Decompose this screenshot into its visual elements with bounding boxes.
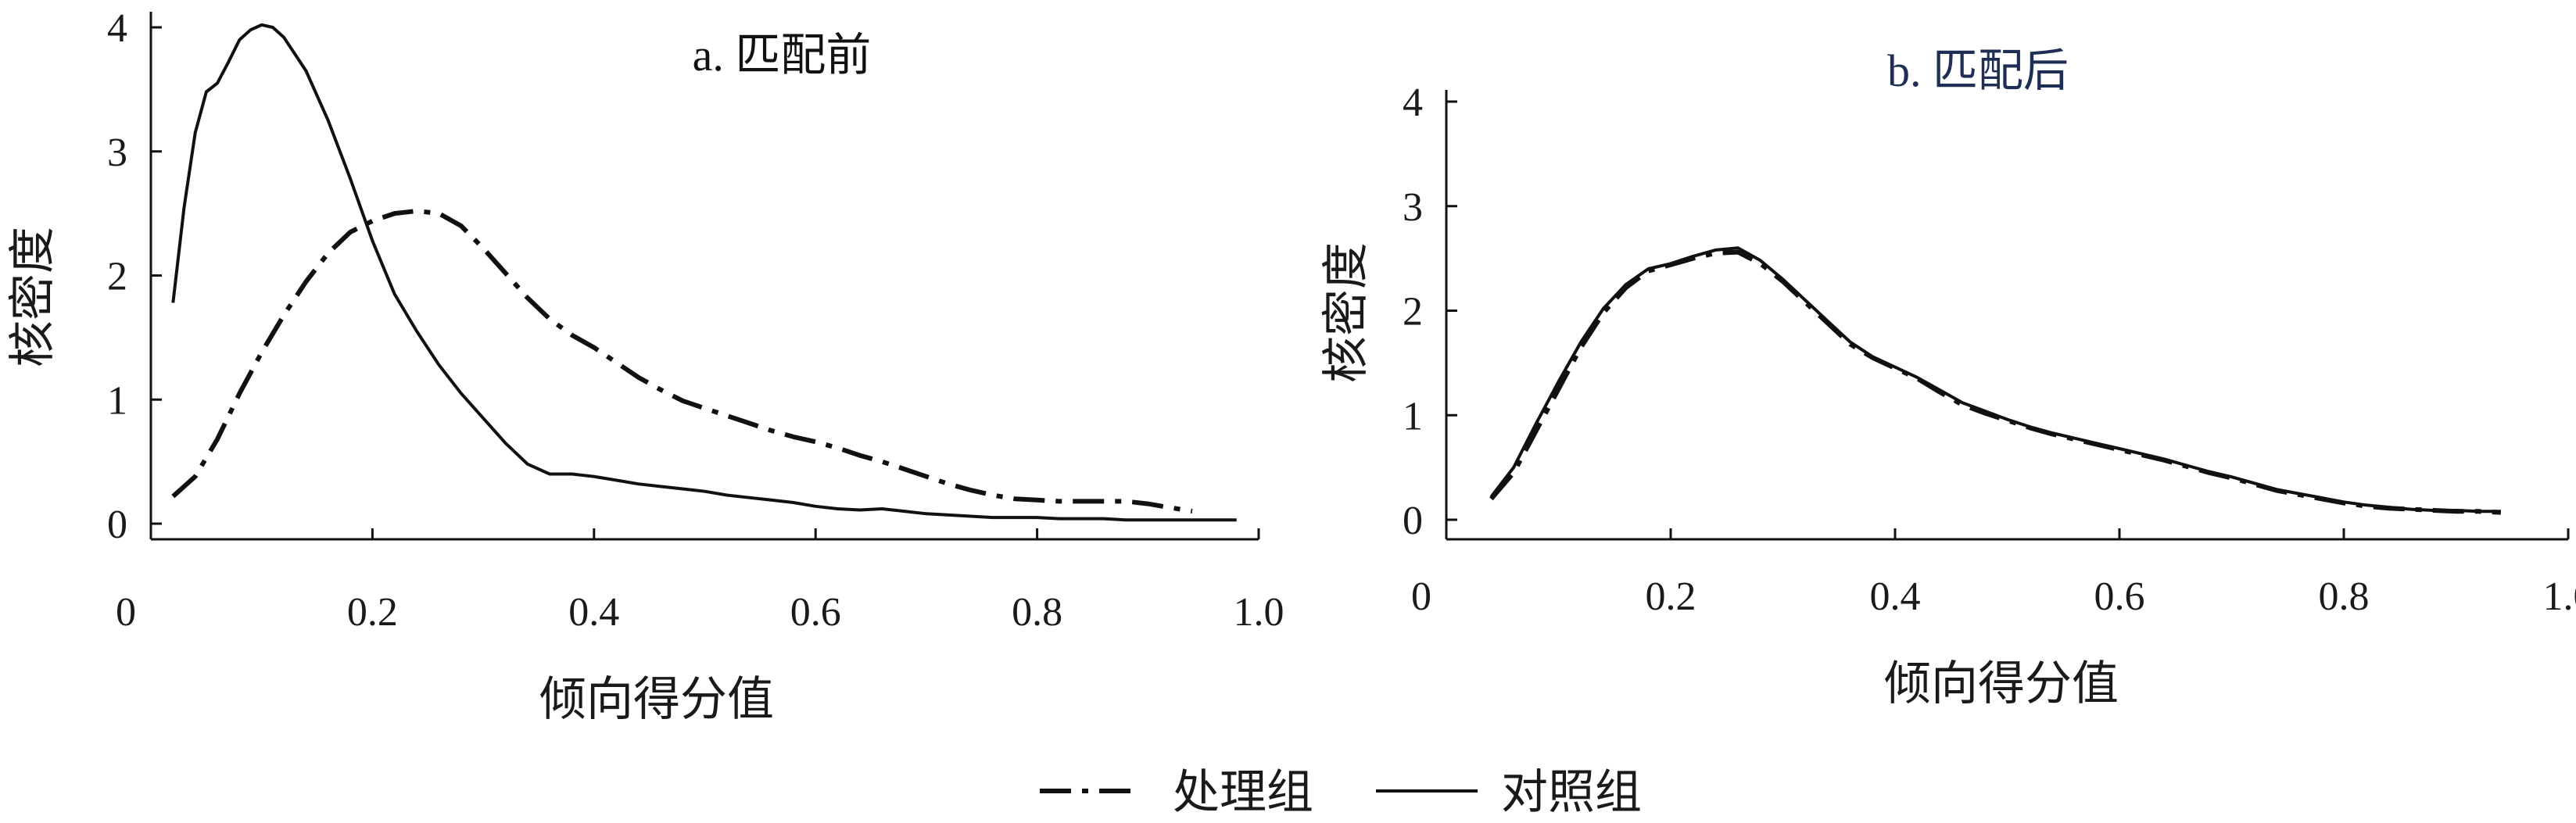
panel-a-series-control-line — [171, 23, 1237, 522]
panel-a-x-tick-label: 0.8 — [1012, 590, 1062, 635]
panel-a-x-tick-label: 0.4 — [568, 590, 619, 635]
panel-b-x-tick-label: 1.0 — [2543, 574, 2576, 619]
panel-b-x-tick-label: 0.4 — [1870, 574, 1921, 619]
panel-b-y-tick-label: 3 — [1403, 185, 1423, 230]
panel-a-y-tick-label: 3 — [107, 131, 127, 175]
panel-a-y-tick-label: 1 — [107, 378, 127, 423]
panel-b-ylabel: 核密度 — [1319, 242, 1374, 383]
panel-b-x-tick-label: 0.8 — [2319, 574, 2370, 619]
panel-b-y-tick-label: 1 — [1403, 394, 1423, 438]
panel-a-y-tick-label: 4 — [107, 6, 127, 51]
panel-a-y-tick-label: 2 — [107, 255, 127, 299]
panel-b-title: b. 匹配后 — [1887, 45, 2069, 96]
panel-a-plot: 0 0.2 0.4 0.6 0.8 1.0 0 1 2 3 4 — [107, 6, 1284, 635]
chart-panel-b: b. 匹配后 0 0.2 0.4 0.6 0.8 1.0 0 1 2 3 4 倾向得分值 核密度 — [1319, 45, 2576, 711]
panel-b-x-tick-label: 0 — [1411, 574, 1431, 619]
legend-label-treatment: 处理组 — [1173, 765, 1313, 820]
panel-b-x-tick-label: 0.2 — [1646, 574, 1696, 619]
panel-a-ylabel: 核密度 — [5, 227, 60, 367]
panel-a-xlabel: 倾向得分值 — [539, 672, 774, 727]
panel-a-series-treatment-line — [171, 208, 1193, 514]
panel-b-y-tick-label: 2 — [1403, 290, 1423, 335]
panel-a-x-tick-label: 0.2 — [347, 590, 398, 635]
panel-b-x-tick-label: 0.6 — [2094, 574, 2145, 619]
panel-a-x-tick-label: 1.0 — [1234, 590, 1284, 635]
legend-label-control: 对照组 — [1501, 765, 1642, 820]
panel-a-x-tick-label: 0.6 — [790, 590, 841, 635]
legend: 处理组 对照组 — [1040, 765, 1642, 820]
chart-panel-a: a. 匹配前 0 0.2 0.4 0.6 0.8 1.0 0 1 2 3 4 倾向得分值 核密度 — [5, 6, 1284, 727]
panel-b-series-control-line — [1489, 246, 2501, 513]
panel-b-y-tick-label: 4 — [1403, 81, 1423, 125]
panel-b-series-treatment-line — [1489, 249, 2502, 515]
panel-b-y-tick-label: 0 — [1403, 499, 1423, 543]
panel-a-y-tick-label: 0 — [107, 503, 127, 547]
panel-b-plot: 0 0.2 0.4 0.6 0.8 1.0 0 1 2 3 4 — [1403, 81, 2576, 619]
panel-a-x-tick-label: 0 — [116, 590, 136, 635]
panel-a-title: a. 匹配前 — [693, 30, 872, 81]
panel-b-xlabel: 倾向得分值 — [1884, 657, 2119, 711]
